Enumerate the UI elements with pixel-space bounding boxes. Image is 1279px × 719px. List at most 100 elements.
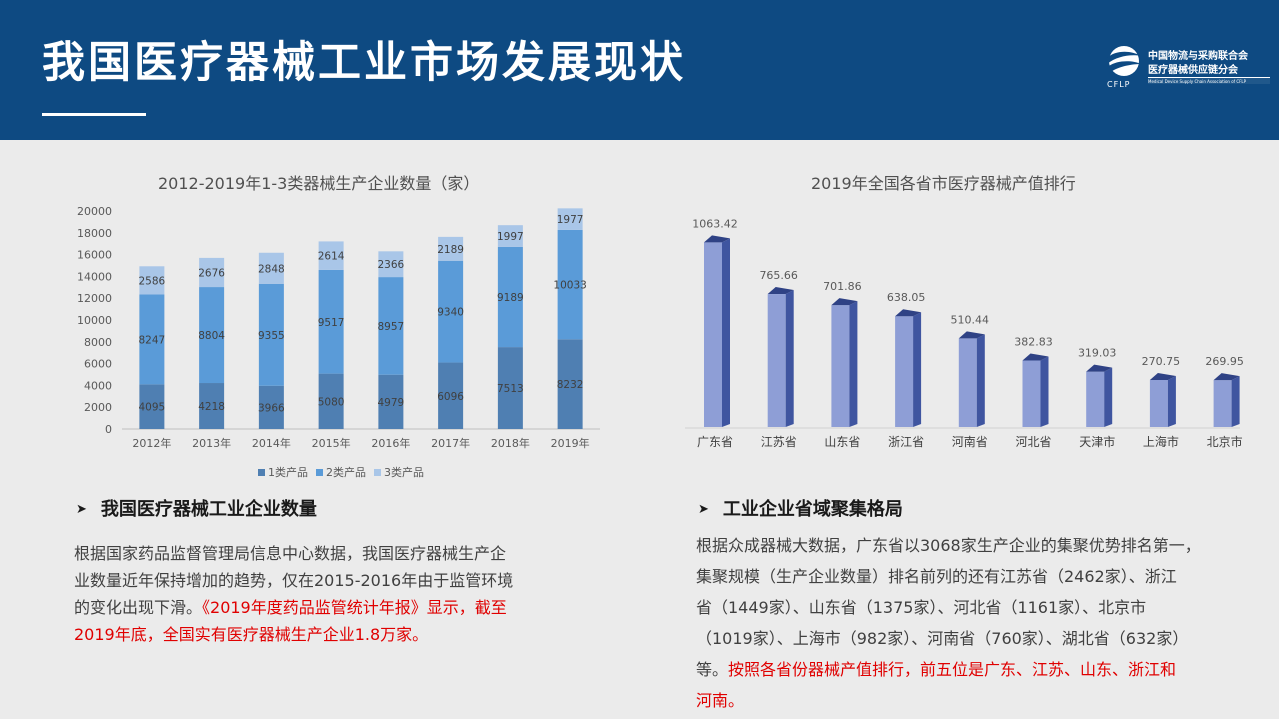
x-tick-label: 河南省 — [952, 434, 988, 449]
bar-front-face — [831, 305, 850, 427]
org-logo: CFLP 中国物流与采购联合会 医疗器械供应链分会 Medical Device… — [1103, 44, 1273, 94]
bar-front-face — [958, 338, 977, 427]
bar-segment-class3 — [318, 241, 344, 270]
bar-value-label: 638.05 — [887, 291, 926, 304]
bar-side-face — [722, 238, 730, 427]
province-cluster-heading-text: 工业企业省域聚集格局 — [722, 499, 903, 520]
x-tick-label: 2018年 — [491, 436, 530, 450]
bar-value-label: 6096 — [437, 391, 464, 403]
bar-segment-class3 — [139, 266, 165, 295]
bar-value-label: 2189 — [437, 244, 464, 256]
y-tick-label: 14000 — [77, 270, 112, 283]
paragraph-line: 的变化出现下滑。《2019年度药品监管统计年报》显示，截至 — [74, 594, 594, 621]
bar-front-face — [1022, 360, 1041, 427]
bar-value-label: 7513 — [497, 383, 524, 395]
bar-segment-class1 — [139, 384, 165, 429]
x-tick-label: 2019年 — [551, 436, 590, 450]
bar-value-label: 2848 — [258, 263, 285, 275]
body-text: 的变化出现下滑。 — [74, 598, 203, 617]
bar-segment-class2 — [378, 277, 404, 375]
bar-side-face — [976, 334, 985, 427]
body-text: （1019家）、上海市（982家）、河南省（760家）、湖北省（632家） — [696, 629, 1189, 648]
bar-front-face — [1086, 371, 1105, 427]
bar-value-label: 4979 — [378, 397, 405, 409]
bar-top-face — [1149, 372, 1176, 380]
arrow-bullet-icon: ➤ — [76, 502, 87, 517]
body-text: 根据国家药品监督管理局信息中心数据，我国医疗器械生产企 — [74, 544, 507, 563]
logo-org-line2: 医疗器械供应链分会 — [1148, 65, 1238, 76]
highlight-text: 《2019年度药品监管统计年报》显示，截至 — [202, 598, 507, 617]
bar-value-label: 9340 — [437, 307, 464, 319]
bar-value-label: 382.83 — [1014, 336, 1053, 349]
x-tick-label: 2017年 — [431, 436, 470, 450]
bar-segment-class1 — [199, 383, 225, 429]
bar-segment-class1 — [438, 362, 464, 429]
bar-top-face — [704, 235, 730, 243]
legend-label: 2类产品 — [326, 466, 366, 479]
bar-segment-class2 — [497, 246, 523, 348]
bar-value-label: 510.44 — [951, 313, 990, 326]
bar-value-label: 8804 — [198, 330, 225, 342]
bar-value-label: 2614 — [318, 251, 345, 263]
bar-segment-class2 — [258, 283, 284, 386]
bar-value-label: 701.86 — [823, 280, 862, 293]
x-tick-label: 2014年 — [252, 436, 291, 450]
x-tick-label: 山东省 — [824, 435, 860, 449]
province-bar — [831, 298, 858, 427]
province-bar — [1086, 364, 1113, 427]
province-bar — [895, 309, 922, 427]
bar-front-face — [1149, 379, 1168, 427]
bar-segment-class2 — [139, 294, 165, 385]
bar-top-face — [1086, 364, 1113, 372]
bar-value-label: 10033 — [553, 280, 586, 292]
enterprise-chart-legend: 1类产品 2类产品 3类产品 — [258, 464, 432, 480]
bar-front-face — [895, 316, 914, 427]
bar-side-face — [1167, 375, 1176, 427]
bar-segment-class3 — [199, 257, 225, 288]
enterprise-count-heading: ➤ 我国医疗器械工业企业数量 — [76, 495, 317, 521]
bar-segment-class1 — [557, 339, 583, 429]
bar-value-label: 270.75 — [1142, 355, 1181, 368]
bar-front-face — [767, 294, 786, 427]
legend-item: 2类产品 — [316, 464, 366, 480]
bar-front-face — [1213, 380, 1232, 427]
legend-item: 3类产品 — [374, 464, 424, 480]
x-tick-label: 河北省 — [1015, 435, 1051, 449]
arrow-bullet-icon: ➤ — [698, 502, 709, 517]
bar-top-face — [1022, 353, 1049, 361]
bar-front-face — [704, 242, 722, 427]
logo-abbreviation: CFLP — [1107, 80, 1131, 89]
bar-segment-class2 — [318, 269, 344, 374]
bar-value-label: 9517 — [318, 317, 345, 329]
enterprise-count-paragraph: 根据国家药品监督管理局信息中心数据，我国医疗器械生产企业数量近年保持增加的趋势，… — [74, 540, 594, 648]
bar-segment-class3 — [378, 251, 404, 278]
body-text: 省（1449家）、山东省（1375家）、河北省（1161家）、北京市 — [696, 598, 1147, 617]
bar-value-label: 5080 — [318, 396, 345, 408]
legend-swatch — [374, 469, 381, 476]
paragraph-line: （1019家）、上海市（982家）、河南省（760家）、湖北省（632家） — [696, 623, 1274, 654]
header-banner: 我国医疗器械工业市场发展现状 CFLP 中国物流与采购联合会 医疗器械供应链分会… — [0, 0, 1279, 140]
bar-value-label: 319.03 — [1078, 347, 1117, 360]
bar-value-label: 1977 — [557, 214, 584, 226]
legend-label: 1类产品 — [268, 466, 308, 479]
x-tick-label: 2012年 — [132, 436, 171, 450]
bar-segment-class2 — [557, 229, 583, 340]
enterprise-count-chart-title: 2012-2019年1-3类器械生产企业数量（家） — [158, 174, 480, 193]
y-tick-label: 2000 — [84, 401, 112, 414]
province-bar — [958, 331, 985, 427]
bar-top-face — [895, 309, 922, 317]
body-text: 等。 — [696, 660, 729, 679]
bar-side-face — [1040, 356, 1049, 427]
bar-value-label: 2676 — [198, 267, 225, 279]
bar-value-label: 1997 — [497, 231, 524, 243]
bar-side-face — [849, 301, 858, 427]
bar-side-face — [1104, 367, 1113, 427]
title-underline — [42, 113, 146, 116]
legend-label: 3类产品 — [384, 466, 424, 479]
bar-value-label: 8957 — [378, 321, 405, 333]
paragraph-line: 业数量近年保持增加的趋势，仅在2015-2016年由于监管环境 — [74, 567, 594, 594]
bar-segment-class2 — [199, 287, 225, 384]
bar-top-face — [1213, 373, 1240, 381]
legend-swatch — [316, 469, 323, 476]
x-tick-label: 天津市 — [1079, 434, 1115, 449]
